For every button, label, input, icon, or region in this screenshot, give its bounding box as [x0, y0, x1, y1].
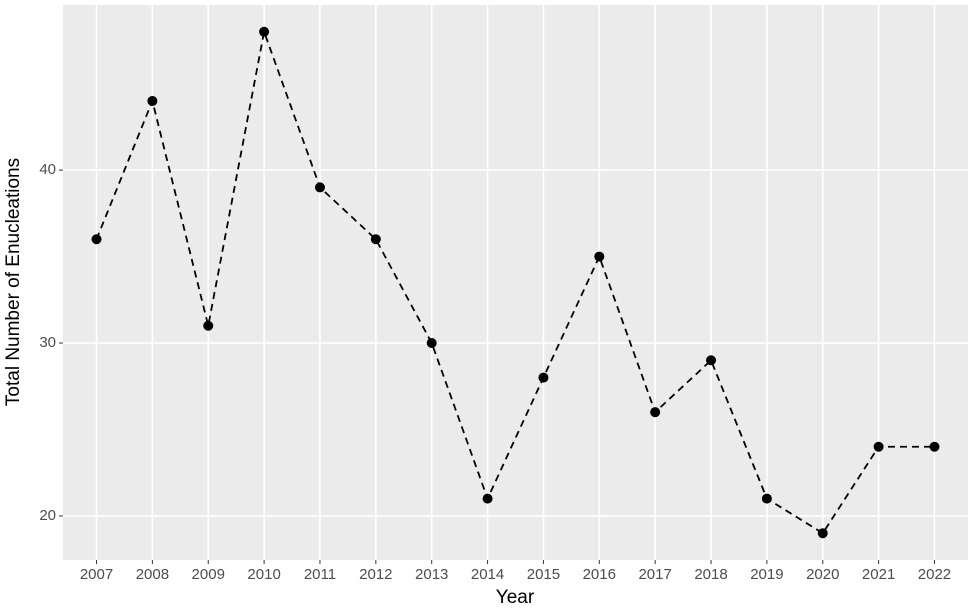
- point: [706, 355, 717, 366]
- x-tick-label: 2017: [638, 566, 671, 583]
- point: [147, 95, 158, 106]
- point: [426, 338, 437, 349]
- x-tick-label: 2020: [806, 566, 839, 583]
- x-tick-label: 2011: [304, 566, 336, 583]
- x-tick-label: 2016: [583, 566, 616, 583]
- x-tick-label: 2007: [80, 566, 113, 583]
- point: [259, 26, 270, 37]
- point: [650, 407, 661, 418]
- x-tick-label: 2019: [750, 566, 783, 583]
- x-tick-label: 2009: [192, 566, 225, 583]
- x-tick-label: 2021: [862, 566, 895, 583]
- x-tick-label: 2022: [918, 566, 951, 583]
- line: [95, 28, 935, 535]
- x-tick-label: 2008: [136, 566, 169, 583]
- point: [91, 234, 102, 245]
- point: [761, 493, 772, 504]
- point: [314, 182, 325, 193]
- x-axis-title: Year: [496, 587, 535, 608]
- x-tick-label: 2012: [359, 566, 392, 583]
- point: [594, 251, 605, 262]
- y-tick-label: 30: [39, 334, 56, 351]
- y-tick-label: 20: [39, 507, 56, 524]
- point: [929, 441, 940, 452]
- point: [817, 528, 828, 539]
- x-tick-label: 2015: [527, 566, 560, 583]
- x-tick-label: 2010: [247, 566, 280, 583]
- x-tick-label: 2018: [694, 566, 727, 583]
- point: [370, 234, 381, 245]
- point: [482, 493, 493, 504]
- panel: [63, 5, 968, 560]
- grid: [63, 5, 968, 560]
- y-tick-label: 40: [39, 161, 56, 178]
- point: [538, 372, 549, 383]
- y-axis-title: Total Number of Enucleations: [3, 158, 24, 406]
- x-tick-label: 2013: [415, 566, 448, 583]
- point: [203, 320, 214, 331]
- marks: [91, 26, 940, 539]
- point: [873, 441, 884, 452]
- x-tick-label: 2014: [471, 566, 504, 583]
